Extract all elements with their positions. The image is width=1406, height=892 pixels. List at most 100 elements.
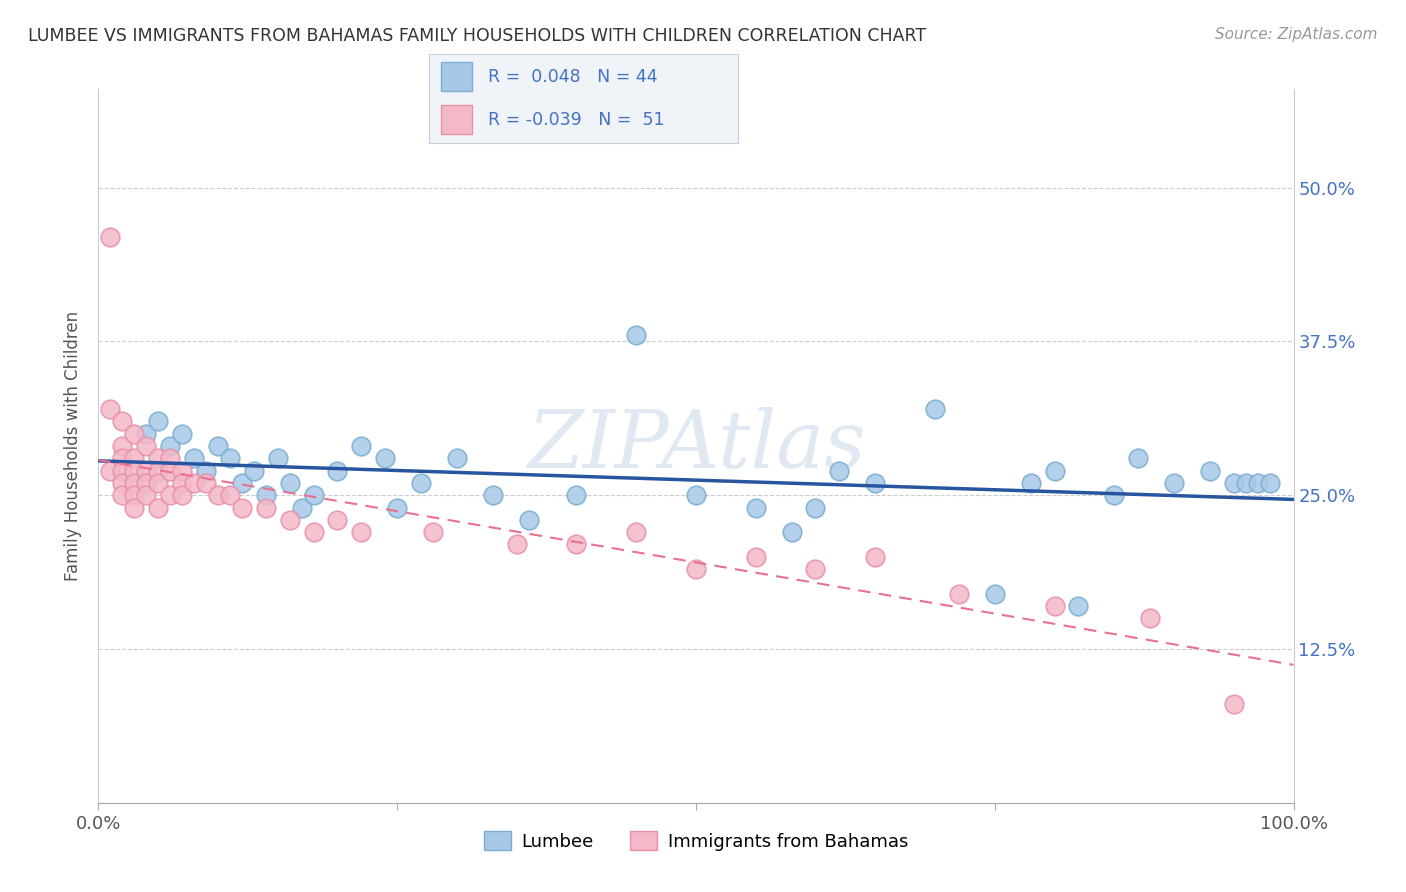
Point: [626, 525, 648, 540]
Point: [254, 488, 277, 502]
Point: [804, 500, 827, 515]
Point: [243, 464, 266, 478]
Point: [828, 464, 851, 478]
Text: R =  0.048   N = 44: R = 0.048 N = 44: [488, 68, 657, 86]
Point: [135, 426, 157, 441]
Point: [111, 451, 134, 466]
Point: [195, 475, 218, 490]
Point: [865, 475, 887, 490]
Point: [219, 451, 242, 466]
Point: [780, 525, 803, 540]
Point: [111, 475, 134, 490]
Point: [124, 426, 146, 441]
Point: [745, 549, 768, 564]
Point: [1247, 475, 1270, 490]
Point: [111, 488, 134, 502]
Text: Source: ZipAtlas.com: Source: ZipAtlas.com: [1215, 27, 1378, 42]
Point: [517, 513, 540, 527]
Point: [1043, 599, 1066, 613]
Point: [326, 464, 349, 478]
Point: [183, 451, 205, 466]
Point: [1258, 475, 1281, 490]
Point: [1223, 698, 1246, 712]
Point: [148, 414, 170, 428]
Point: [111, 439, 134, 453]
Point: [148, 451, 170, 466]
Point: [267, 451, 290, 466]
Point: [506, 537, 529, 551]
Point: [1104, 488, 1126, 502]
Point: [1163, 475, 1185, 490]
Point: [385, 500, 409, 515]
Point: [984, 587, 1007, 601]
Point: [98, 230, 122, 244]
Point: [159, 439, 181, 453]
Point: [446, 451, 468, 466]
Point: [565, 537, 588, 551]
Point: [124, 475, 146, 490]
FancyBboxPatch shape: [441, 62, 472, 91]
Point: [374, 451, 396, 466]
Point: [207, 439, 229, 453]
Point: [135, 439, 157, 453]
Point: [685, 488, 707, 502]
Point: [278, 513, 301, 527]
Point: [135, 475, 157, 490]
Point: [1234, 475, 1257, 490]
Point: [254, 500, 277, 515]
Point: [135, 464, 157, 478]
Point: [1019, 475, 1042, 490]
Point: [326, 513, 349, 527]
Point: [124, 488, 146, 502]
Point: [219, 488, 242, 502]
Point: [148, 475, 170, 490]
Point: [183, 475, 205, 490]
Point: [98, 402, 122, 417]
Point: [350, 525, 373, 540]
Point: [195, 464, 218, 478]
Point: [124, 464, 146, 478]
Point: [481, 488, 505, 502]
Point: [804, 562, 827, 576]
Point: [291, 500, 314, 515]
Point: [148, 500, 170, 515]
Point: [172, 475, 194, 490]
Point: [159, 464, 181, 478]
Point: [172, 426, 194, 441]
Point: [1067, 599, 1090, 613]
Text: R = -0.039   N =  51: R = -0.039 N = 51: [488, 111, 664, 128]
Point: [111, 414, 134, 428]
Point: [865, 549, 887, 564]
FancyBboxPatch shape: [441, 105, 472, 134]
Point: [98, 464, 122, 478]
Point: [172, 464, 194, 478]
Point: [948, 587, 970, 601]
Point: [565, 488, 588, 502]
Point: [350, 439, 373, 453]
Point: [422, 525, 444, 540]
Point: [172, 488, 194, 502]
Point: [231, 500, 253, 515]
Point: [1199, 464, 1222, 478]
Point: [1043, 464, 1066, 478]
Point: [1139, 611, 1161, 625]
Text: LUMBEE VS IMMIGRANTS FROM BAHAMAS FAMILY HOUSEHOLDS WITH CHILDREN CORRELATION CH: LUMBEE VS IMMIGRANTS FROM BAHAMAS FAMILY…: [28, 27, 927, 45]
Point: [111, 464, 134, 478]
Point: [411, 475, 433, 490]
Point: [1223, 475, 1246, 490]
Point: [148, 464, 170, 478]
Point: [685, 562, 707, 576]
Point: [231, 475, 253, 490]
Point: [159, 451, 181, 466]
Point: [124, 451, 146, 466]
Point: [745, 500, 768, 515]
Legend: Lumbee, Immigrants from Bahamas: Lumbee, Immigrants from Bahamas: [477, 824, 915, 858]
Text: ZIPAtlas: ZIPAtlas: [527, 408, 865, 484]
Point: [1128, 451, 1150, 466]
Point: [278, 475, 301, 490]
Point: [159, 488, 181, 502]
Point: [626, 328, 648, 343]
Point: [924, 402, 946, 417]
Point: [135, 488, 157, 502]
Point: [124, 500, 146, 515]
